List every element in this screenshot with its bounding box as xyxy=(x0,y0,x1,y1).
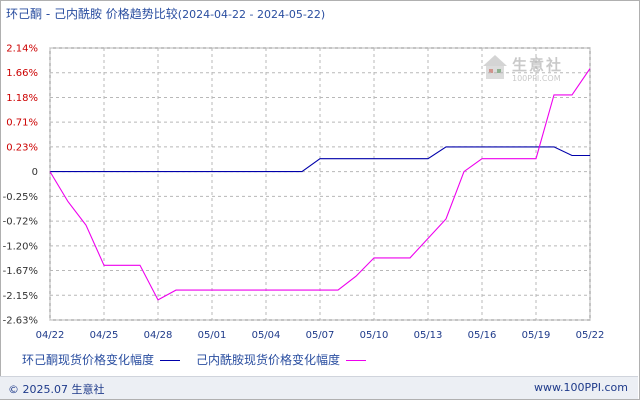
y-tick-label: 0.71% xyxy=(6,118,38,129)
x-tick-label: 05/07 xyxy=(306,330,335,341)
x-tick-label: 05/16 xyxy=(468,330,497,341)
x-tick-label: 05/04 xyxy=(252,330,281,341)
chart-title: 环己酮 - 己内酰胺 价格趋势比较(2024-04-22 - 2024-05-2… xyxy=(6,5,325,22)
x-tick-label: 05/19 xyxy=(522,330,551,341)
y-tick-label: 1.18% xyxy=(6,93,38,104)
legend-label-series2: 己内酰胺现货价格变化幅度 xyxy=(196,353,341,367)
y-tick-label: 2.14% xyxy=(6,44,38,55)
x-tick-label: 04/28 xyxy=(144,330,173,341)
y-tick-label: -0.72% xyxy=(3,217,38,228)
legend-swatch-series1 xyxy=(160,360,181,361)
x-tick-label: 05/10 xyxy=(360,330,389,341)
chart-legend: 环己酮现货价格变化幅度 己内酰胺现货价格变化幅度 xyxy=(22,351,382,368)
y-tick-label: -1.67% xyxy=(3,266,38,277)
legend-swatch-series2 xyxy=(346,360,367,361)
x-tick-label: 05/22 xyxy=(576,330,605,341)
y-tick-label: -0.25% xyxy=(3,192,38,203)
x-tick-label: 04/22 xyxy=(36,330,65,341)
y-tick-label: -2.63% xyxy=(3,316,38,327)
footer-site-link[interactable]: www.100PPI.com xyxy=(534,381,628,394)
chart-title-main: 环己酮 - 己内酰胺 价格趋势比较 xyxy=(6,7,178,21)
plot-area-border xyxy=(49,47,591,321)
y-axis-ticks: 2.14% 1.66% 1.18% 0.71% 0.23% 0 -0.25% -0.72% -1… xyxy=(3,44,38,327)
series-lines xyxy=(49,68,591,301)
footer-copyright: © 2025.07 生意社 xyxy=(8,383,105,396)
y-tick-label: 1.66% xyxy=(6,68,38,79)
series-line-2 xyxy=(49,68,591,301)
chart-date-range: (2024-04-22 - 2024-05-22) xyxy=(177,8,326,21)
series-line-1 xyxy=(50,146,590,173)
y-tick-label: 0 xyxy=(32,167,38,178)
x-tick-label: 04/25 xyxy=(90,330,119,341)
y-tick-label: -1.20% xyxy=(3,241,38,252)
legend-label-series1: 环己酮现货价格变化幅度 xyxy=(22,353,155,367)
chart-grid xyxy=(49,47,591,321)
x-tick-label: 05/01 xyxy=(198,330,227,341)
footer-bar: © 2025.07 生意社 www.100PPI.com xyxy=(0,376,638,399)
y-tick-label: -2.15% xyxy=(3,291,38,302)
x-axis-ticks: 04/22 04/25 04/28 05/01 05/04 05/07 05/10 05/13… xyxy=(36,330,605,341)
x-tick-label: 05/13 xyxy=(414,330,443,341)
watermark-brand: 生意社 xyxy=(512,56,564,74)
y-tick-label: 0.23% xyxy=(6,142,38,153)
